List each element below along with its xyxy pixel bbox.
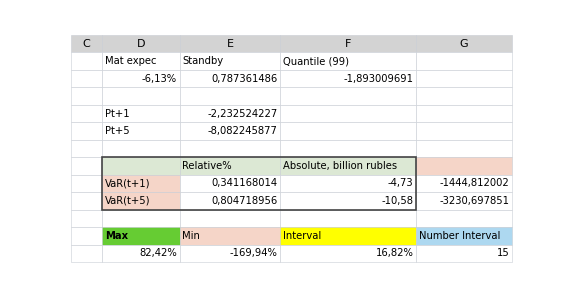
Bar bbox=[281, 175, 416, 192]
Text: -1444,812002: -1444,812002 bbox=[440, 178, 509, 189]
Text: Mat expec: Mat expec bbox=[105, 56, 156, 66]
Bar bbox=[281, 140, 416, 157]
Bar bbox=[102, 157, 180, 175]
Bar bbox=[281, 70, 416, 87]
Bar bbox=[416, 52, 512, 70]
Bar bbox=[71, 35, 102, 52]
Bar bbox=[281, 227, 416, 245]
Bar bbox=[180, 70, 281, 87]
Text: Pt+5: Pt+5 bbox=[105, 126, 129, 136]
Text: 0,787361486: 0,787361486 bbox=[212, 73, 278, 83]
Bar bbox=[102, 70, 180, 87]
Bar bbox=[416, 87, 512, 105]
Text: -2,232524227: -2,232524227 bbox=[208, 109, 278, 119]
Bar bbox=[102, 52, 180, 70]
Bar bbox=[281, 192, 416, 210]
Text: Min: Min bbox=[182, 231, 200, 241]
Bar bbox=[102, 105, 180, 122]
Bar bbox=[102, 175, 180, 192]
Text: E: E bbox=[226, 39, 233, 49]
Text: Number Interval: Number Interval bbox=[419, 231, 500, 241]
Bar bbox=[281, 52, 416, 70]
Bar bbox=[71, 122, 102, 140]
Text: 16,82%: 16,82% bbox=[376, 248, 413, 258]
Bar bbox=[180, 105, 281, 122]
Bar bbox=[71, 245, 102, 262]
Bar bbox=[180, 35, 281, 52]
Text: Interval: Interval bbox=[283, 231, 321, 241]
Bar bbox=[71, 192, 102, 210]
Bar bbox=[416, 175, 512, 192]
Bar bbox=[281, 105, 416, 122]
Bar bbox=[71, 70, 102, 87]
Bar bbox=[416, 35, 512, 52]
Bar bbox=[416, 70, 512, 87]
Bar bbox=[416, 210, 512, 227]
Bar bbox=[281, 87, 416, 105]
Bar bbox=[102, 87, 180, 105]
Bar bbox=[281, 210, 416, 227]
Bar bbox=[102, 227, 180, 245]
Bar bbox=[71, 157, 102, 175]
Text: -10,58: -10,58 bbox=[381, 196, 413, 206]
Text: -8,082245877: -8,082245877 bbox=[208, 126, 278, 136]
Bar bbox=[416, 157, 512, 175]
Text: VaR(t+1): VaR(t+1) bbox=[105, 178, 150, 189]
Text: 82,42%: 82,42% bbox=[139, 248, 177, 258]
Text: 0,804718956: 0,804718956 bbox=[212, 196, 278, 206]
Bar bbox=[281, 157, 416, 175]
Bar bbox=[180, 245, 281, 262]
Text: -6,13%: -6,13% bbox=[142, 73, 177, 83]
Text: 0,341168014: 0,341168014 bbox=[212, 178, 278, 189]
Bar bbox=[180, 192, 281, 210]
Bar bbox=[416, 192, 512, 210]
Bar bbox=[281, 35, 416, 52]
Bar bbox=[102, 122, 180, 140]
Bar bbox=[102, 157, 416, 210]
Bar bbox=[71, 52, 102, 70]
Bar bbox=[71, 210, 102, 227]
Bar bbox=[281, 245, 416, 262]
Bar bbox=[180, 210, 281, 227]
Text: -169,94%: -169,94% bbox=[230, 248, 278, 258]
Text: Standby: Standby bbox=[182, 56, 224, 66]
Bar bbox=[102, 35, 180, 52]
Bar bbox=[416, 227, 512, 245]
Text: G: G bbox=[460, 39, 468, 49]
Text: Quantile (99): Quantile (99) bbox=[283, 56, 349, 66]
Bar bbox=[416, 245, 512, 262]
Bar bbox=[102, 140, 180, 157]
Bar bbox=[180, 140, 281, 157]
Text: C: C bbox=[83, 39, 90, 49]
Text: Absolute, billion rubles: Absolute, billion rubles bbox=[283, 161, 397, 171]
Bar bbox=[180, 175, 281, 192]
Text: Max: Max bbox=[105, 231, 128, 241]
Bar bbox=[180, 122, 281, 140]
Bar bbox=[180, 157, 281, 175]
Bar bbox=[71, 87, 102, 105]
Text: -3230,697851: -3230,697851 bbox=[439, 196, 509, 206]
Bar bbox=[102, 245, 180, 262]
Bar bbox=[416, 122, 512, 140]
Bar bbox=[71, 175, 102, 192]
Bar bbox=[102, 192, 180, 210]
Bar bbox=[71, 227, 102, 245]
Text: F: F bbox=[345, 39, 352, 49]
Text: VaR(t+5): VaR(t+5) bbox=[105, 196, 150, 206]
Bar bbox=[180, 52, 281, 70]
Bar bbox=[102, 210, 180, 227]
Bar bbox=[71, 140, 102, 157]
Bar bbox=[71, 105, 102, 122]
Bar bbox=[180, 87, 281, 105]
Text: D: D bbox=[137, 39, 145, 49]
Text: 15: 15 bbox=[497, 248, 509, 258]
Bar bbox=[281, 122, 416, 140]
Bar bbox=[180, 227, 281, 245]
Bar bbox=[416, 140, 512, 157]
Text: Pt+1: Pt+1 bbox=[105, 109, 129, 119]
Text: Relative%: Relative% bbox=[182, 161, 232, 171]
Text: -1,893009691: -1,893009691 bbox=[343, 73, 413, 83]
Text: -4,73: -4,73 bbox=[387, 178, 413, 189]
Bar bbox=[416, 105, 512, 122]
